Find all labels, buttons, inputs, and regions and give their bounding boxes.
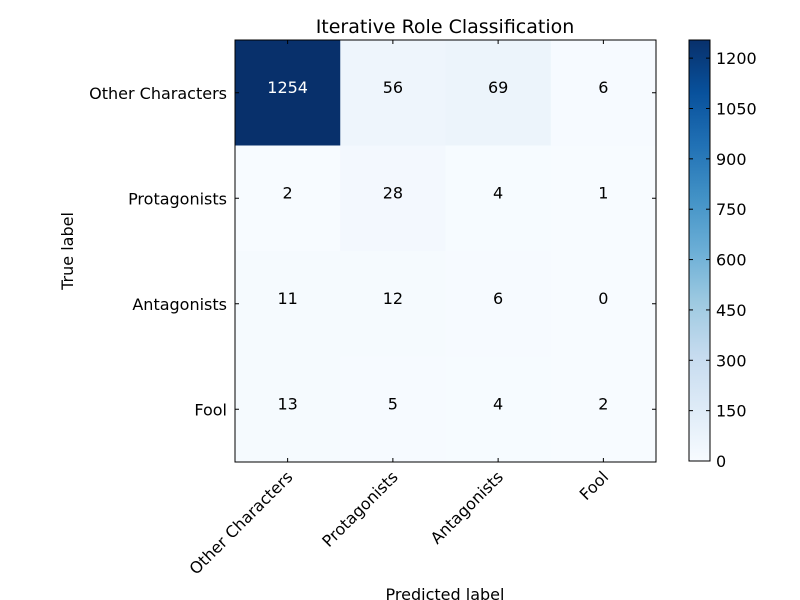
- colorbar-tick-label: 450: [716, 301, 747, 320]
- cell-value-label: 6: [598, 78, 608, 97]
- cell-value-label: 1: [598, 184, 608, 203]
- cell-value-label: 6: [493, 289, 503, 308]
- heatmap-cell: [340, 356, 446, 463]
- chart-title: Iterative Role Classification: [316, 16, 575, 38]
- heatmap-cell: [445, 251, 552, 357]
- heatmap-cell: [550, 356, 657, 463]
- heatmap-cells: [235, 40, 657, 463]
- cell-value-label: 56: [383, 78, 403, 97]
- heatmap-cell: [445, 145, 552, 252]
- colorbar-tick-label: 0: [716, 452, 726, 471]
- heatmap-cell: [550, 40, 657, 146]
- cell-value-label: 11: [277, 289, 297, 308]
- x-tick-label: Other Characters: [186, 467, 297, 578]
- cell-value-label: 12: [383, 289, 403, 308]
- heatmap-cell: [235, 145, 341, 252]
- colorbar-tick-label: 300: [716, 351, 747, 370]
- x-axis-label: Predicted label: [386, 585, 505, 600]
- cell-value-label: 69: [488, 78, 508, 97]
- cell-value-label: 1254: [267, 78, 308, 97]
- plot-frame: [234, 39, 657, 463]
- heatmap-cell: [550, 251, 657, 357]
- heatmap-cell: [340, 145, 446, 252]
- axis-ticks: [235, 40, 656, 462]
- y-axis-label: True label: [58, 212, 77, 291]
- y-tick-label: Fool: [194, 400, 227, 419]
- cell-value-label: 0: [598, 289, 608, 308]
- cell-value-label: 4: [493, 395, 503, 414]
- cell-value-label: 4: [493, 184, 503, 203]
- cell-value-label: 2: [283, 184, 293, 203]
- heatmap-cell: [340, 40, 446, 146]
- colorbar-tick-label: 1050: [716, 99, 757, 118]
- heatmap-cell: [235, 40, 341, 146]
- y-tick-label: Other Characters: [89, 84, 227, 103]
- heatmap-cell: [550, 145, 657, 252]
- colorbar: [688, 39, 711, 462]
- heatmap-cell-labels: 1254 56 69 62 28 4 111 12 6 013 5 4 2: [267, 78, 608, 414]
- colorbar-tick-label: 150: [716, 402, 747, 421]
- colorbar-tick-label: 600: [716, 251, 747, 270]
- cell-value-label: 2: [598, 395, 608, 414]
- cell-value-label: 28: [383, 184, 403, 203]
- x-tick-label: Protagonists: [318, 467, 401, 550]
- colorbar-ticks: 0 150 300 450 600 750 900 1050 1200: [689, 49, 757, 471]
- heatmap-cell: [445, 356, 552, 463]
- y-tick-label: Antagonists: [132, 295, 227, 314]
- colorbar-tick-label: 900: [716, 150, 747, 169]
- cell-value-label: 5: [388, 395, 398, 414]
- colorbar-tick-label: 750: [716, 200, 747, 219]
- x-tick-label: Antagonists: [427, 467, 507, 547]
- y-tick-labels: Other Characters Protagonists Antagonists F…: [89, 84, 227, 420]
- x-tick-label: Fool: [576, 467, 613, 504]
- y-tick-label: Protagonists: [128, 189, 227, 208]
- heatmap-cell: [235, 251, 341, 357]
- colorbar-tick-label: 1200: [716, 49, 757, 68]
- heatmap-cell: [235, 356, 341, 463]
- heatmap-cell: [340, 251, 446, 357]
- cell-value-label: 13: [277, 395, 297, 414]
- x-tick-labels: Other Characters Protagonists Antagonists F…: [186, 467, 613, 578]
- heatmap-cell: [445, 40, 552, 146]
